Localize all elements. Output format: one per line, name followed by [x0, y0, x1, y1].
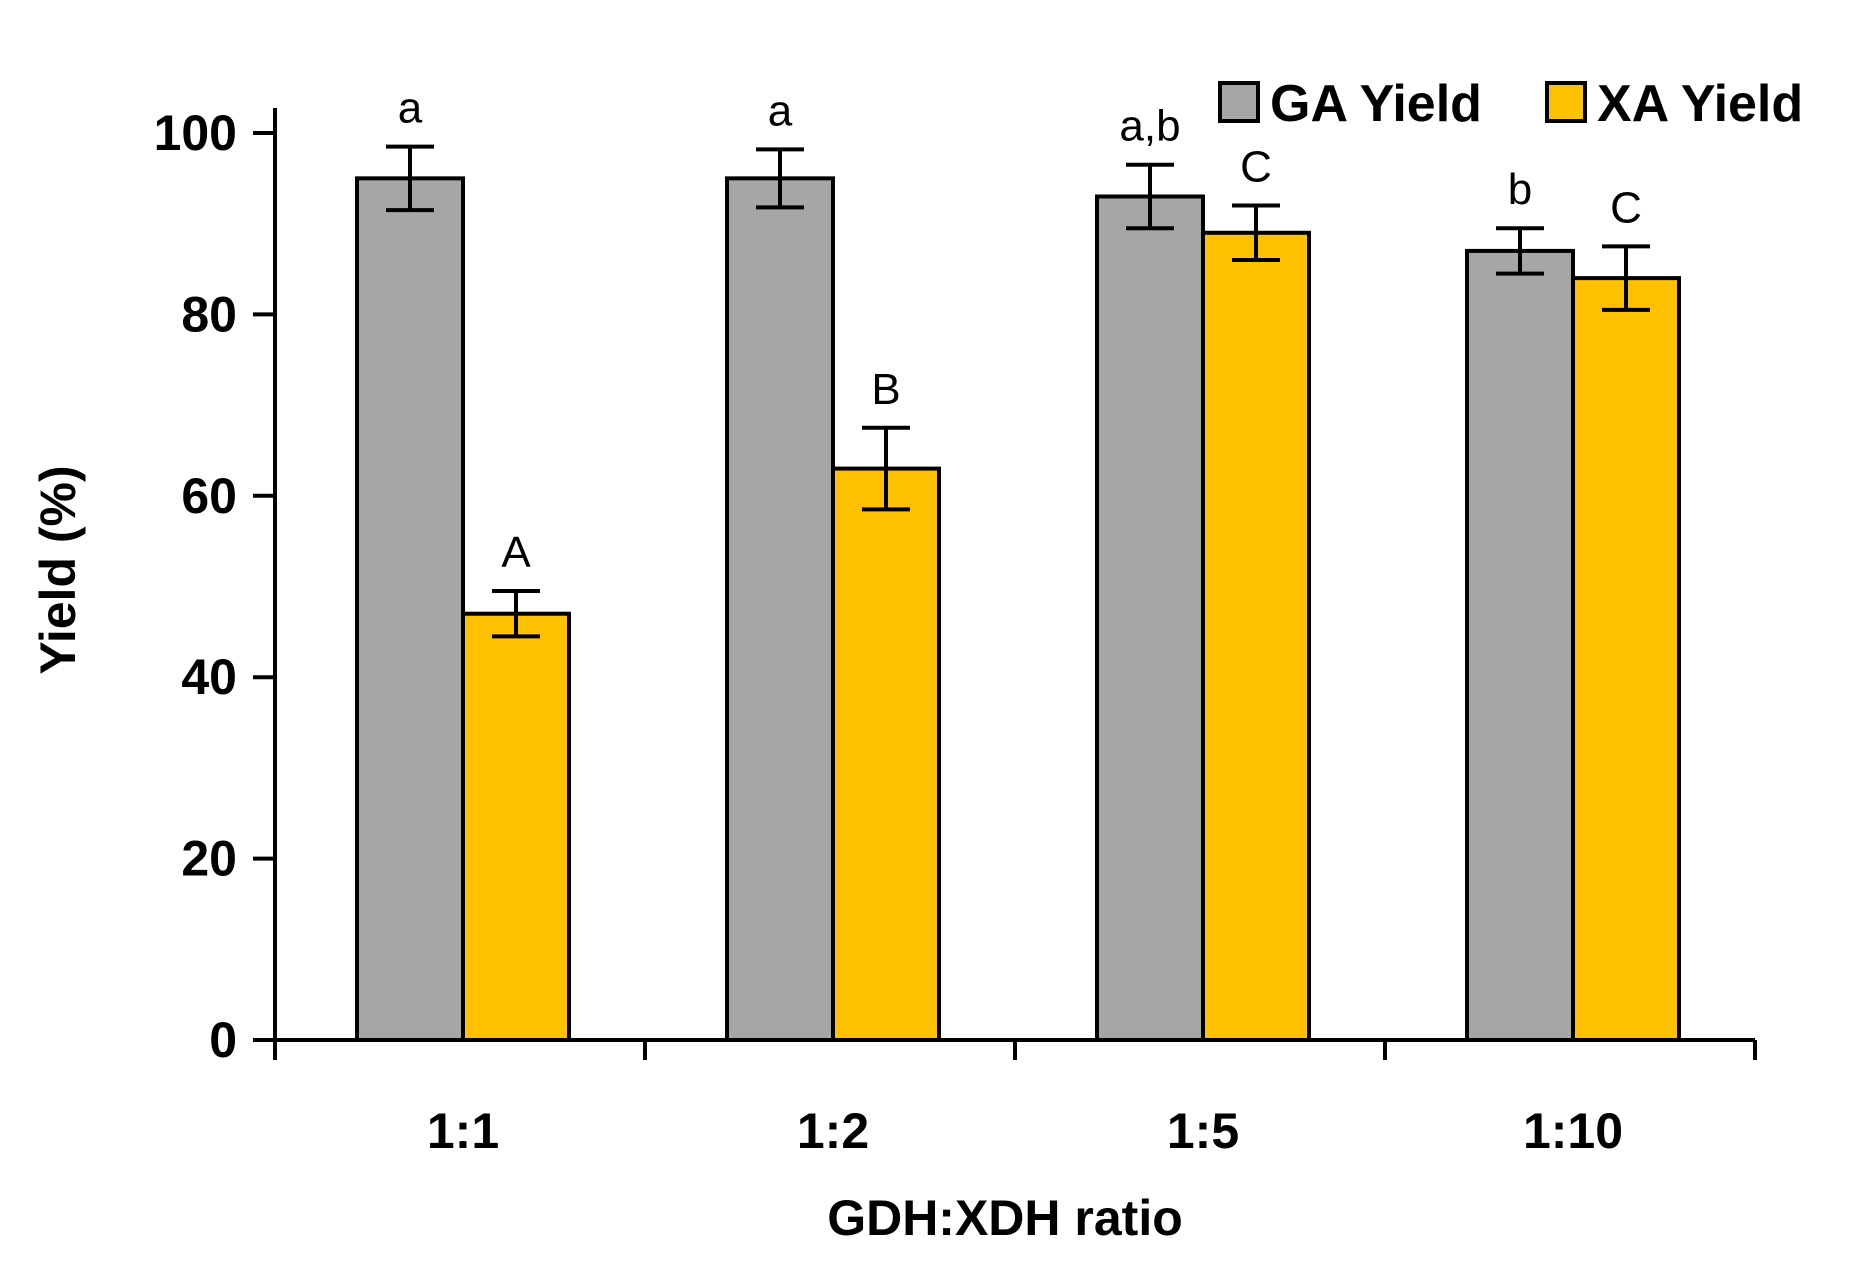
x-tick-label: 1:5 — [1167, 1103, 1239, 1159]
y-tick-label: 0 — [209, 1012, 237, 1068]
x-tick-label: 1:1 — [427, 1103, 499, 1159]
ga-yield-bar — [725, 176, 835, 1043]
xa-yield-bar — [461, 611, 571, 1043]
error-bar — [386, 144, 434, 213]
y-tick-label: 20 — [181, 831, 237, 887]
legend-label: XA Yield — [1597, 75, 1803, 133]
y-tick-label: 100 — [154, 105, 237, 161]
significance-label: C — [1240, 143, 1272, 192]
x-tick-label: 1:10 — [1523, 1103, 1623, 1159]
significance-label: a — [768, 86, 793, 135]
legend-label: GA Yield — [1270, 75, 1482, 133]
x-tick-label: 1:2 — [797, 1103, 869, 1159]
error-bar — [492, 589, 540, 639]
ga-yield-bar — [1095, 194, 1205, 1043]
ga-yield-bar — [355, 176, 465, 1043]
error-bar — [1496, 226, 1544, 276]
legend-swatch — [1545, 81, 1587, 123]
significance-label: b — [1508, 165, 1532, 214]
xa-yield-bar — [831, 466, 941, 1042]
y-tick-label: 60 — [181, 468, 237, 524]
y-tick-label: 40 — [181, 649, 237, 705]
legend-swatch — [1218, 81, 1260, 123]
error-bar — [862, 425, 910, 512]
error-bar — [1232, 203, 1280, 262]
error-bar — [756, 147, 804, 210]
error-bar — [1126, 162, 1174, 231]
ga-yield-bar — [1465, 248, 1575, 1043]
xa-yield-bar — [1201, 230, 1311, 1042]
significance-label: a,b — [1119, 102, 1180, 151]
significance-label: A — [501, 528, 531, 577]
y-axis-title: Yield (%) — [30, 465, 86, 674]
error-bar — [1602, 244, 1650, 312]
significance-label: a — [398, 84, 423, 133]
xa-yield-bar — [1571, 276, 1681, 1042]
plot-area: 0 20 40 60 80 100 1:1 1:2 1:5 1:10 a a a,b b A B C C GA Yi… — [154, 75, 1804, 1159]
significance-label: B — [871, 365, 900, 414]
x-axis-title: GDH:XDH ratio — [827, 1190, 1183, 1246]
legend-item: XA Yield — [1545, 75, 1803, 133]
legend-item: GA Yield — [1218, 75, 1482, 133]
significance-label: C — [1610, 183, 1642, 232]
y-tick-label: 80 — [181, 286, 237, 342]
